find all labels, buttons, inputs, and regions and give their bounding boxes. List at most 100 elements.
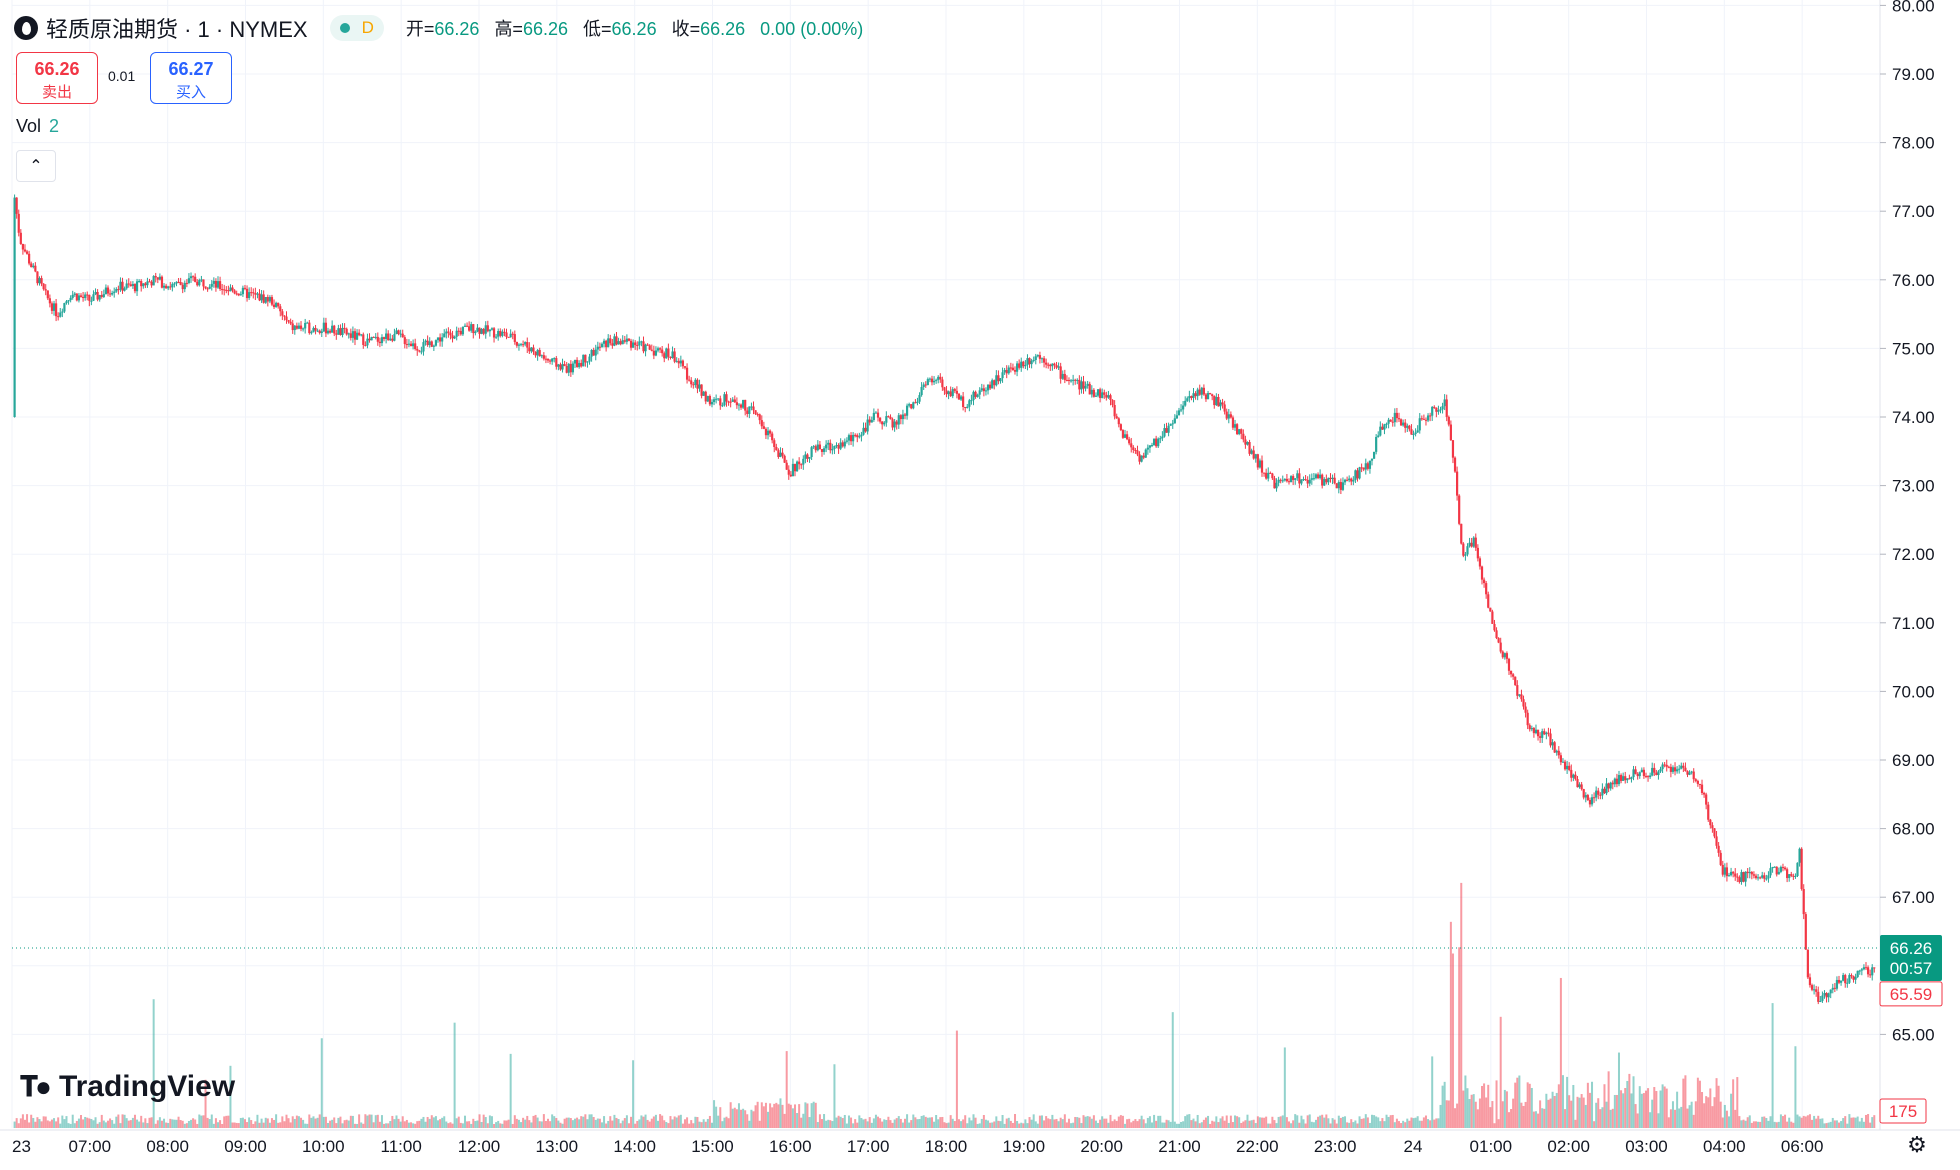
candle — [374, 333, 377, 340]
candle — [1013, 366, 1017, 375]
candle-body — [304, 322, 307, 329]
candle-body — [1526, 712, 1529, 726]
candle — [44, 284, 47, 296]
volume-legend[interactable]: Vol 2 — [16, 116, 59, 137]
candle — [476, 324, 479, 333]
candle — [81, 291, 85, 302]
candle — [1617, 770, 1621, 787]
volume-bar — [443, 1116, 446, 1128]
candle-body — [1732, 871, 1735, 874]
price-tick-label: 75.00 — [1892, 339, 1935, 358]
candle — [1611, 780, 1614, 790]
volume-bar — [1177, 1123, 1180, 1128]
volume-bar — [258, 1122, 261, 1128]
candle — [1634, 766, 1637, 775]
volume-bar — [28, 1122, 31, 1128]
volume-bar — [1476, 1109, 1479, 1128]
candle — [671, 346, 674, 359]
settings-gear-icon[interactable]: ⚙ — [1907, 1132, 1927, 1157]
volume-bar — [273, 1119, 276, 1128]
buy-button[interactable]: 66.27 买入 — [150, 52, 232, 104]
candle-body — [551, 358, 554, 362]
market-status-badge[interactable]: D — [329, 15, 384, 41]
candle — [19, 229, 22, 245]
candle — [59, 307, 62, 318]
volume-bar — [216, 1122, 219, 1128]
volume-bar — [1825, 1123, 1828, 1128]
symbol-title[interactable]: 轻质原油期货 · 1 · NYMEX — [46, 17, 308, 42]
candle — [337, 324, 340, 335]
candle-body — [181, 284, 184, 290]
candle-body — [94, 291, 97, 295]
candle-body — [1665, 764, 1668, 767]
volume-bar — [632, 1060, 635, 1128]
candle-body — [1661, 764, 1664, 770]
candle — [293, 324, 296, 335]
tradingview-logo[interactable]: 𝐓● TradingView — [20, 1070, 235, 1104]
volume-bar — [922, 1115, 925, 1128]
candle — [1140, 455, 1143, 463]
collapse-legend-button[interactable]: ⌃ — [16, 150, 56, 182]
candle — [692, 381, 695, 389]
candle — [1022, 360, 1025, 369]
candle — [40, 275, 43, 287]
volume-bar — [1808, 1114, 1811, 1128]
candle-body — [1638, 772, 1641, 777]
candle-body — [495, 336, 498, 338]
candle-body — [395, 330, 398, 335]
volume-bar — [254, 1121, 257, 1128]
candle — [634, 340, 637, 350]
volume-bar — [48, 1121, 51, 1128]
volume-bar — [1524, 1101, 1527, 1128]
time-tick-label: 01:00 — [1470, 1137, 1513, 1156]
volume-bar — [86, 1117, 89, 1128]
candle-body — [252, 292, 255, 294]
tradingview-mark-icon: 𝐓● — [20, 1070, 52, 1102]
volume-bar — [696, 1117, 699, 1128]
candle — [939, 373, 942, 383]
candle-body — [1707, 804, 1710, 820]
candle — [1485, 581, 1488, 599]
volume-bar — [771, 1107, 774, 1128]
volume-bar — [1784, 1114, 1787, 1128]
candle-body — [1067, 379, 1071, 381]
volume-bar — [1215, 1116, 1218, 1128]
candle — [972, 390, 975, 406]
volume-bar — [200, 1115, 203, 1128]
price-tick-label: 74.00 — [1892, 408, 1935, 427]
candle — [169, 281, 172, 290]
candle — [1128, 436, 1131, 446]
candle-body — [1335, 483, 1338, 489]
candle — [731, 397, 734, 402]
candle — [372, 336, 375, 338]
volume-bar — [1097, 1122, 1100, 1128]
candle — [1047, 362, 1050, 369]
candle — [1375, 434, 1378, 455]
volume-bar — [1686, 1108, 1689, 1128]
candle-body — [617, 341, 620, 345]
volume-bar — [850, 1117, 853, 1128]
candle — [1532, 726, 1536, 738]
candle — [1842, 972, 1845, 982]
candle-body — [642, 341, 645, 352]
volume-bar — [1344, 1116, 1347, 1128]
candle-body — [856, 435, 859, 438]
candle-body — [441, 337, 444, 342]
candle-body — [1447, 416, 1450, 425]
sell-button[interactable]: 66.26 卖出 — [16, 52, 98, 104]
candle — [721, 402, 724, 408]
candle-body — [1370, 458, 1374, 461]
candle-body — [1248, 442, 1251, 454]
candle — [1786, 867, 1789, 883]
volume-bar — [852, 1123, 855, 1128]
volume-bar — [1275, 1123, 1278, 1128]
candle — [831, 443, 834, 455]
candle — [586, 361, 589, 368]
candle-body — [1327, 477, 1330, 483]
candle-body — [241, 287, 245, 295]
volume-bar — [1493, 1123, 1496, 1128]
volume-bar — [1707, 1097, 1710, 1128]
volume-bar — [1240, 1122, 1243, 1128]
candle — [347, 332, 350, 339]
